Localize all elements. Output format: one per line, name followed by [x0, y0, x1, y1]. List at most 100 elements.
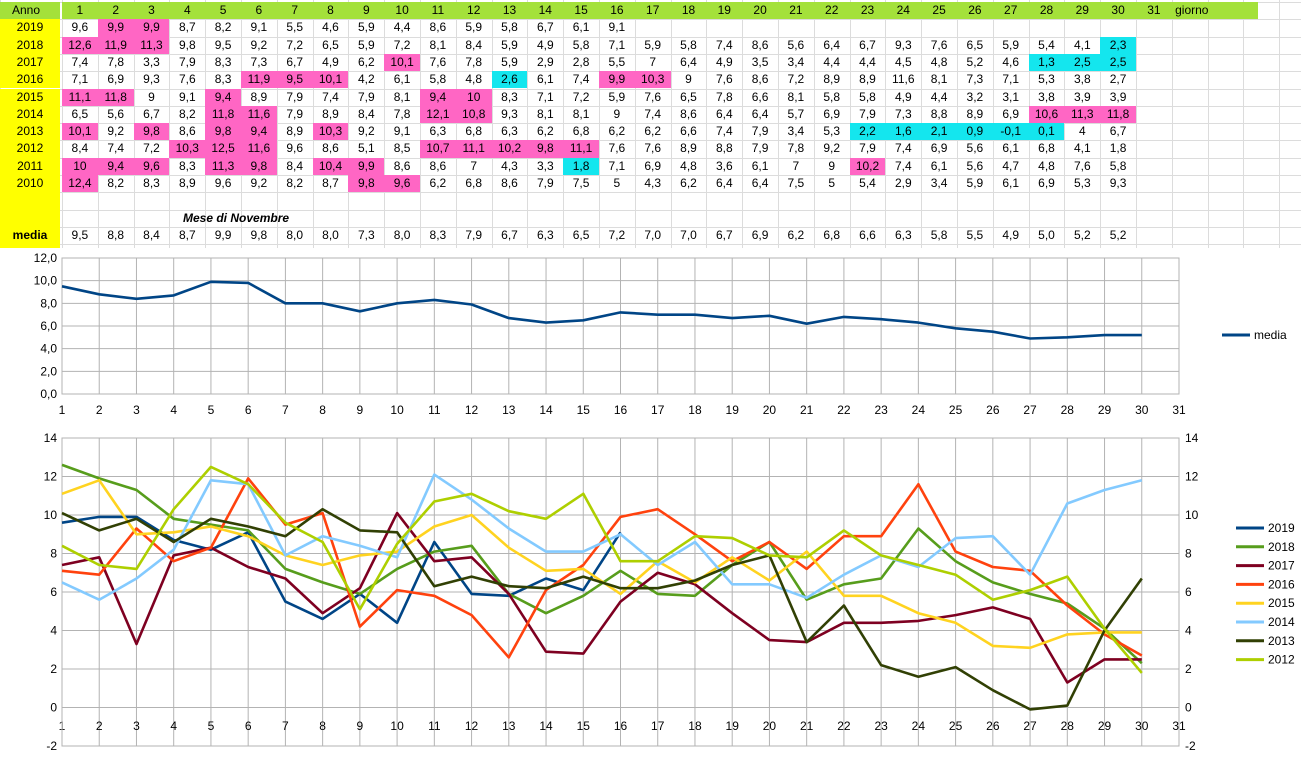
table-cell: 10,1: [62, 123, 98, 141]
y-tick-label: 12: [44, 470, 58, 484]
table-cell: 6,1: [536, 72, 554, 87]
table-cell: 4,4: [393, 20, 411, 35]
table-cell: 11,6: [892, 72, 915, 87]
table-cell: 5,6: [966, 141, 984, 156]
table-cell: 4,8: [680, 158, 697, 173]
table-cell: 12,6: [62, 36, 98, 54]
media-cell: 6,5: [572, 227, 590, 242]
table-cell: 6,4: [680, 54, 697, 69]
x-tick-label: 22: [837, 403, 851, 417]
y-tick-label: 10: [44, 508, 58, 522]
table-cell: 12,5: [205, 140, 241, 158]
media-cell: 8,8: [107, 227, 125, 242]
x-tick-label: 10: [390, 403, 404, 417]
month-label: Mese di Novembre: [183, 210, 290, 225]
day-header: 29: [1075, 3, 1089, 17]
table-cell: 7,6: [178, 72, 196, 87]
x-tick-label: 28: [1061, 719, 1075, 733]
x-tick-label: 15: [577, 719, 591, 733]
media-cell: 9,9: [214, 227, 232, 242]
table-cell: 7,1: [536, 89, 554, 104]
day-header: 2: [112, 3, 120, 17]
table-cell: 0,1: [1028, 123, 1065, 141]
x-tick-label: 25: [949, 403, 963, 417]
year-label: 2017: [0, 53, 60, 72]
table-cell: 7,8: [107, 54, 125, 69]
table-cell: 3,1: [1002, 89, 1020, 104]
table-cell: 3,3: [536, 158, 554, 173]
table-cell: 6,8: [572, 124, 590, 139]
table-cell: 6,4: [715, 106, 733, 121]
table-cell: 8,3: [178, 158, 196, 173]
legend-label-2017: 2017: [1268, 559, 1295, 573]
x-tick-label: 11: [428, 719, 441, 733]
table-cell: 7,5: [572, 176, 590, 190]
table-cell: 9,1: [393, 124, 411, 139]
table-cell: 11,3: [133, 36, 170, 54]
table-cell: 7,4: [894, 141, 912, 156]
day-header: 13: [502, 3, 517, 17]
media-cell: 6,9: [751, 227, 769, 242]
table-cell: 3,2: [966, 89, 984, 104]
table-cell: 5,8: [859, 89, 876, 104]
table-cell: [957, 19, 993, 36]
legend-label-media: media: [1254, 328, 1287, 342]
table-cell: 9,3: [501, 106, 518, 121]
media-cell: 7,0: [680, 227, 697, 242]
table-cell: 9,6: [71, 20, 89, 35]
table-cell: 11,3: [205, 157, 241, 175]
table-cell: 7,4: [107, 141, 125, 156]
table-cell: 9,1: [250, 20, 268, 35]
series-line-media: [61, 280, 1142, 340]
x-tick-label: 6: [245, 403, 252, 417]
table-cell: 5,7: [787, 106, 805, 121]
x-tick-label: 18: [688, 719, 702, 733]
x-tick-label: 8: [319, 403, 326, 417]
legend-label-2013: 2013: [1268, 634, 1295, 648]
table-cell: 5,9: [357, 37, 375, 52]
table-cell: 7,9: [286, 106, 304, 121]
table-cell: 5,9: [465, 20, 483, 35]
table-cell: 8,9: [823, 72, 841, 87]
series-line-2013: [61, 507, 1143, 711]
x-tick-label: 9: [357, 403, 364, 417]
table-cell: 7,4: [715, 124, 733, 139]
header-anno: Anno: [0, 2, 60, 20]
x-tick-label: 21: [800, 403, 814, 417]
y-tick-label-right: 8: [1185, 547, 1192, 561]
table-cell: 4,3: [501, 158, 518, 173]
y-tick-label: 14: [44, 431, 58, 445]
day-header: 27: [1004, 3, 1018, 17]
table-cell: 6,9: [1002, 106, 1020, 121]
day-header: 15: [574, 3, 588, 17]
year-label: 2012: [0, 140, 60, 158]
table-cell: 6,5: [71, 106, 89, 121]
table-cell: 6,8: [465, 124, 483, 139]
y-tick-label: 4,0: [40, 342, 57, 356]
table-cell: 9,3: [143, 72, 160, 87]
media-cell: 5,2: [1109, 227, 1127, 242]
x-tick-label: 7: [282, 719, 289, 733]
grid-line-h: [0, 123, 1301, 125]
table-cell: 7,8: [393, 106, 411, 121]
year-label: 2010: [0, 175, 60, 193]
year-column-fill: [0, 244, 60, 248]
table-cell: 8,3: [214, 54, 232, 69]
table-cell: [885, 19, 921, 36]
y-tick-label: 2: [50, 662, 57, 676]
x-tick-label: 9: [357, 719, 364, 733]
table-cell: 8,7: [322, 176, 339, 190]
table-cell: 8,1: [572, 106, 590, 121]
table-cell: 6,7: [859, 37, 876, 52]
table-cell: 8,1: [930, 72, 948, 87]
y-tick-label-right: 10: [1185, 508, 1199, 522]
table-cell: 1,8: [563, 157, 599, 175]
x-tick-label: 5: [208, 719, 215, 733]
table-cell: 5,8: [680, 37, 697, 52]
day-header: 6: [255, 3, 263, 17]
media-cell: 6,3: [894, 227, 912, 242]
table-cell: 4,9: [322, 54, 339, 69]
day-header: 28: [1039, 3, 1054, 17]
day-header: 8: [327, 3, 334, 17]
